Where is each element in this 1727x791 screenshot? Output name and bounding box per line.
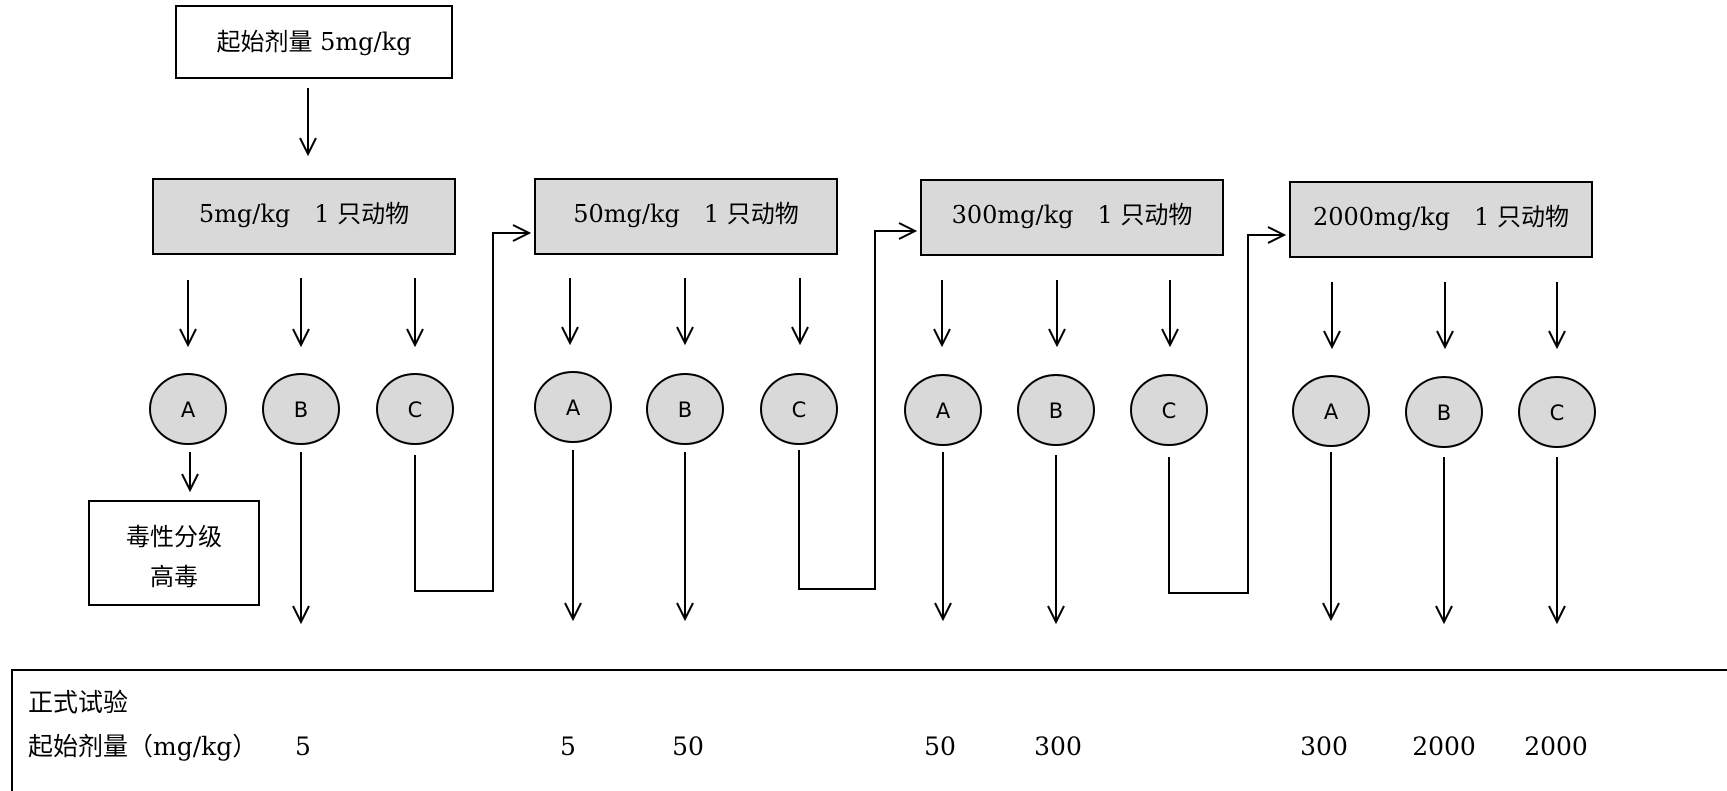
outcome-circle-b	[646, 373, 724, 445]
outcome-circle-a	[1292, 375, 1370, 447]
toxicity-result-box	[88, 500, 260, 606]
dose-box-300	[920, 179, 1224, 256]
outcome-circle-c	[1130, 374, 1208, 446]
dose-box-5	[152, 178, 456, 255]
toxicity-result-line-1: 毒性分级	[126, 523, 222, 551]
formal-test-value: 5	[295, 732, 311, 761]
dose-box-5-label: 5mg/kg 1 只动物	[199, 200, 409, 228]
outcome-label-a: A	[936, 399, 951, 423]
outcome-label-b: B	[1437, 401, 1451, 425]
escalation-connectors	[414, 231, 1284, 594]
formal-test-row-label: 起始剂量（mg/kg）	[28, 732, 257, 761]
dose-box-2000-label: 2000mg/kg 1 只动物	[1313, 203, 1569, 231]
outcome-group-50: A B C	[534, 371, 838, 445]
dose-box-50-label: 50mg/kg 1 只动物	[573, 200, 799, 228]
formal-test-value: 300	[1034, 732, 1082, 761]
formal-test-box	[11, 669, 1727, 791]
outcome-group-2000: A B C	[1292, 375, 1596, 448]
formal-test-value: 50	[672, 732, 704, 761]
outcome-group-5: A B C	[149, 373, 454, 445]
outcome-group-300: A B C	[904, 374, 1208, 446]
start-dose-label: 起始剂量 5mg/kg	[216, 28, 411, 56]
formal-test-title: 正式试验	[28, 688, 128, 717]
outcome-label-c: C	[1162, 399, 1177, 423]
toxicity-result-line-2: 高毒	[150, 563, 198, 591]
outcome-label-c: C	[1550, 401, 1565, 425]
outcome-label-c: C	[408, 398, 423, 422]
outcome-label-c: C	[792, 398, 807, 422]
outcome-circle-a	[149, 373, 227, 445]
formal-test-value: 2000	[1524, 732, 1588, 761]
dose-box-300-label: 300mg/kg 1 只动物	[952, 201, 1193, 229]
outcome-circle-b	[1405, 376, 1483, 448]
formal-test-arrows	[301, 450, 1557, 622]
outcome-circle-a	[904, 374, 982, 446]
dose-box-50	[534, 178, 838, 255]
formal-test-value: 50	[924, 732, 956, 761]
start-dose-box	[175, 5, 453, 79]
outcome-label-b: B	[678, 398, 692, 422]
formal-test-value: 5	[560, 732, 576, 761]
outcome-label-a: A	[181, 398, 196, 422]
formal-test-value: 300	[1300, 732, 1348, 761]
outcome-circle-b	[262, 373, 340, 445]
outcome-label-b: B	[294, 398, 308, 422]
formal-test-values: 5 5 50 50 300 300 2000 2000	[295, 732, 1588, 761]
dose-box-2000	[1289, 181, 1593, 258]
outcome-circle-b	[1017, 374, 1095, 446]
outcome-label-a: A	[1324, 400, 1339, 424]
outcome-circle-a	[534, 371, 612, 443]
outcome-circle-c	[1518, 376, 1596, 448]
box-to-outcome-arrows	[188, 278, 1557, 347]
outcome-label-a: A	[566, 396, 581, 420]
formal-test-value: 2000	[1412, 732, 1476, 761]
outcome-label-b: B	[1049, 399, 1063, 423]
outcome-circle-c	[376, 373, 454, 445]
outcome-circle-c	[760, 373, 838, 445]
